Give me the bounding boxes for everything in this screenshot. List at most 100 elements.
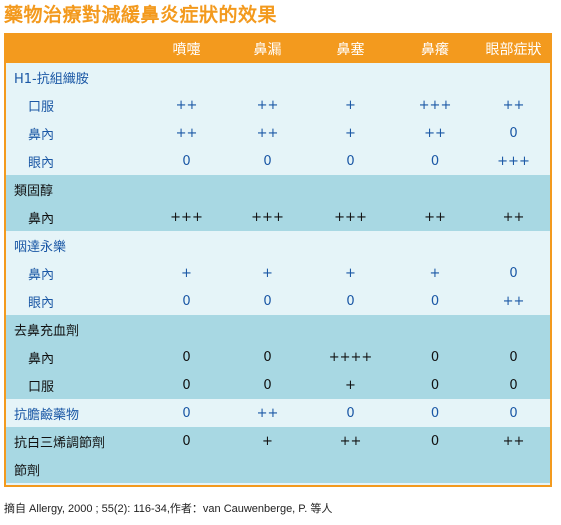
effect-cell: 0: [308, 147, 393, 175]
route-label: 鼻內: [6, 119, 146, 147]
table-row: H1-抗組織胺: [6, 63, 550, 91]
effect-cell: ++: [393, 203, 477, 231]
header-cell: [6, 35, 146, 63]
effect-cell: 0: [308, 399, 393, 427]
effect-cell: ++: [227, 119, 308, 147]
effect-cell: 0: [146, 287, 227, 315]
effect-cell: 0: [227, 343, 308, 371]
effect-cell: ++: [308, 427, 393, 455]
effect-cell: 0: [227, 287, 308, 315]
table-row: 抗膽鹼藥物 0 ++ 0 0 0: [6, 399, 550, 427]
effect-cell: ++: [227, 91, 308, 119]
treatment-effect-table: 噴嚏 鼻漏 鼻塞 鼻癢 眼部症狀 H1-抗組織胺 口服 ++ ++ + +++ ++ 鼻內 ++…: [6, 35, 550, 483]
effect-cell: [308, 231, 393, 259]
effect-cell: [477, 175, 550, 203]
drug-category-label: 抗膽鹼藥物: [6, 399, 146, 427]
effect-cell: [227, 63, 308, 91]
route-label: 鼻內: [6, 203, 146, 231]
effect-cell: 0: [308, 287, 393, 315]
table-row: 抗白三烯調節劑 0 + ++ 0 ++: [6, 427, 550, 455]
effect-cell: [477, 231, 550, 259]
effect-cell: 0: [146, 371, 227, 399]
effect-cell: 0: [393, 399, 477, 427]
effect-cell: 0: [146, 343, 227, 371]
effect-cell: [393, 455, 477, 483]
effect-cell: 0: [477, 119, 550, 147]
effect-cell: 0: [477, 399, 550, 427]
effect-cell: [393, 231, 477, 259]
header-cell: 鼻塞: [308, 35, 393, 63]
effect-cell: +: [146, 259, 227, 287]
effect-cell: +++: [146, 203, 227, 231]
effect-cell: 0: [146, 427, 227, 455]
effect-cell: [227, 231, 308, 259]
effect-cell: [146, 175, 227, 203]
route-label: 鼻內: [6, 343, 146, 371]
effect-cell: ++: [227, 399, 308, 427]
effect-cell: ++: [146, 119, 227, 147]
effect-cell: +: [227, 259, 308, 287]
table-row: 鼻內 + + + +0: [6, 259, 550, 287]
effect-cell: 0: [227, 147, 308, 175]
table-row: 眼內 0 0 0 0 +++: [6, 147, 550, 175]
route-label: 眼內: [6, 287, 146, 315]
effect-cell: +++: [477, 147, 550, 175]
effect-cell: +++: [227, 203, 308, 231]
effect-cell: +: [308, 371, 393, 399]
table-header-row: 噴嚏 鼻漏 鼻塞 鼻癢 眼部症狀: [6, 35, 550, 63]
effect-cell: ++: [477, 427, 550, 455]
effect-cell: +: [308, 259, 393, 287]
header-cell: 眼部症狀: [477, 35, 550, 63]
route-label: 鼻內: [6, 259, 146, 287]
table-row: 去鼻充血劑: [6, 315, 550, 343]
effect-cell: [477, 63, 550, 91]
effect-cell: 0: [477, 371, 550, 399]
effect-cell: +: [308, 119, 393, 147]
table-row: 節劑: [6, 455, 550, 483]
effect-cell: [146, 315, 227, 343]
effect-cell: [227, 315, 308, 343]
effect-cell: [308, 455, 393, 483]
table-row: 口服 0 0 +0 0: [6, 371, 550, 399]
effect-cell: ++: [477, 203, 550, 231]
header-cell: 鼻漏: [227, 35, 308, 63]
effect-cell: 0: [477, 343, 550, 371]
source-citation: 摘自 Allergy, 2000 ; 55(2): 116-34,作者：van …: [4, 503, 333, 515]
route-label: 口服: [6, 371, 146, 399]
effect-cell: [146, 455, 227, 483]
effect-cell: ++: [477, 91, 550, 119]
effect-cell: ++: [393, 119, 477, 147]
drug-category-label: H1-抗組織胺: [6, 63, 146, 91]
effect-cell: [146, 231, 227, 259]
effect-cell: +: [308, 91, 393, 119]
table-row: 類固醇: [6, 175, 550, 203]
effect-cell: 0: [393, 371, 477, 399]
effect-cell: [477, 455, 550, 483]
table-row: 眼內 0 0 0 0 ++: [6, 287, 550, 315]
drug-category-label: 抗白三烯調節劑: [6, 427, 146, 455]
effect-cell: [227, 455, 308, 483]
effect-cell: 0: [393, 147, 477, 175]
table-row: 鼻內 0 0 ++++ 0 0: [6, 343, 550, 371]
route-label: 口服: [6, 91, 146, 119]
effect-cell: [393, 175, 477, 203]
drug-category-label: 類固醇: [6, 175, 146, 203]
effect-cell: 0: [477, 259, 550, 287]
effect-cell: [308, 175, 393, 203]
effect-cell: +++: [393, 91, 477, 119]
effect-cell: ++: [146, 91, 227, 119]
table-row: 鼻內 ++ ++ + ++ 0: [6, 119, 550, 147]
effect-cell: ++++: [308, 343, 393, 371]
table-row: 咽達永樂: [6, 231, 550, 259]
effect-cell: [393, 315, 477, 343]
effect-cell: [393, 63, 477, 91]
effect-cell: +: [393, 259, 477, 287]
header-cell: 鼻癢: [393, 35, 477, 63]
page-title: 藥物治療對減緩鼻炎症狀的效果: [4, 4, 278, 26]
effect-cell: [146, 63, 227, 91]
effect-cell: 0: [227, 371, 308, 399]
effect-cell: [477, 315, 550, 343]
effect-cell: ++: [477, 287, 550, 315]
effect-cell: [227, 175, 308, 203]
route-label: 眼內: [6, 147, 146, 175]
